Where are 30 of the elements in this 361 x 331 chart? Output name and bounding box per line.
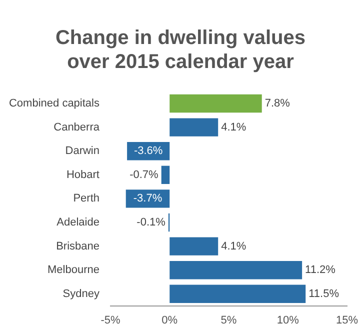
data-label: -0.7% [130,168,159,181]
bar [170,94,262,113]
chart-title: Change in dwelling values over 2015 calendar year [54,26,307,74]
y-tick-label: Adelaide [56,216,100,229]
x-tick-label: 15% [336,314,358,326]
x-tick-label: 5% [220,314,237,326]
bar [170,260,302,280]
y-tick-label: Brisbane [56,240,100,252]
y-tick-label: Sydney [62,288,100,300]
x-tick-label: 10% [276,314,300,326]
y-tick-label: Hobart [66,168,100,181]
x-tick-label: 0% [162,314,178,326]
data-label: -3.7% [133,192,162,205]
x-tick-label: -5% [100,314,120,326]
y-tick-label: Melbourne [48,264,100,276]
y-tick-label: Perth [73,192,100,205]
data-label: 11.2% [305,264,336,276]
y-tick-label: Canberra [54,121,100,134]
y-tick-label: Darwin [65,145,100,158]
data-label: 4.1% [221,121,246,134]
data-label: -3.6% [134,145,163,158]
data-label: 7.8% [264,98,290,110]
bar [170,237,218,256]
y-tick-label: Combined capitals [8,98,100,110]
data-label: 11.5% [308,288,340,300]
bar [170,118,218,136]
data-label: -0.1% [136,216,166,229]
bar [161,166,170,184]
bar [170,284,306,304]
data-label: 4.1% [221,240,246,252]
